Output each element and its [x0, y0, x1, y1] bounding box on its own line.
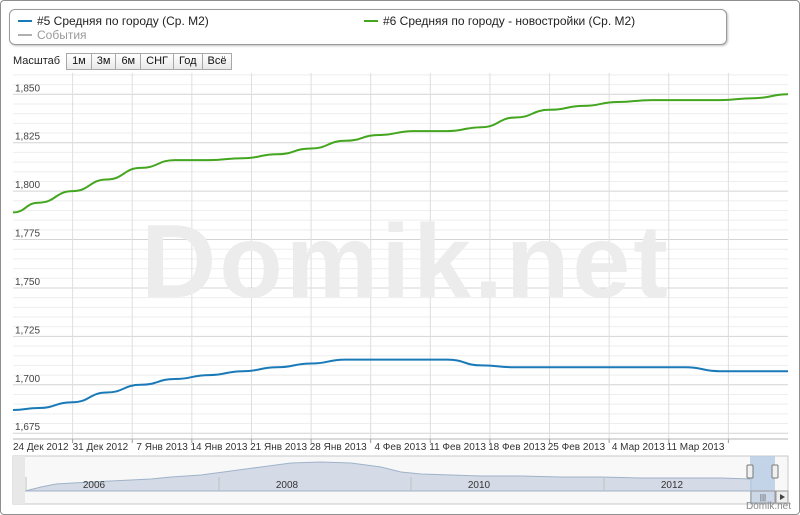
watermark-text: Domik.net	[141, 204, 671, 320]
navigator-handle-right[interactable]	[771, 464, 779, 479]
navigator-series	[24, 461, 752, 492]
x-tick-label: 31 Дек 2012	[73, 442, 129, 453]
y-tick-label: 1,775	[15, 229, 40, 240]
x-tick-label: 11 Фев 2013	[429, 442, 486, 453]
x-axis-labels: 24 Дек 2012 31 Дек 2012 7 Янв 2013 14 Янв 2…	[13, 438, 788, 453]
zoom-selector: Масштаб 1м 3м 6м СНГ Год Всё	[13, 52, 233, 70]
y-axis-labels: 1,675 1,700 1,725 1,750 1,775 1,800 1,825 1,850	[15, 83, 40, 433]
scrollbar-grip-icon: |||	[760, 493, 766, 502]
legend-label-series1: #5 Средняя по городу (Ср. М2)	[37, 14, 209, 28]
navigator-left-mask	[13, 456, 25, 504]
legend-swatch-series1	[18, 20, 32, 22]
legend-label-series2: #6 Средняя по городу - новостройки (Ср. …	[383, 14, 636, 28]
x-tick-label: 21 Янв 2013	[250, 442, 307, 453]
arrow-right-icon	[780, 494, 785, 500]
zoom-button-year[interactable]: Год	[172, 52, 203, 70]
zoom-button-1m[interactable]: 1м	[66, 52, 92, 70]
series-line-1[interactable]	[12, 358, 788, 411]
x-tick-label: 7 Янв 2013	[136, 442, 188, 453]
y-tick-label: 1,850	[15, 83, 40, 94]
y-tick-label: 1,725	[15, 325, 40, 336]
y-tick-label: 1,700	[15, 374, 40, 385]
navigator-year-label: 2010	[468, 480, 491, 491]
zoom-button-6m[interactable]: 6м	[115, 52, 142, 70]
legend-swatch-series2	[364, 20, 378, 22]
navigator-scrollbar-thumb[interactable]	[750, 490, 776, 504]
legend: #5 Средняя по городу (Ср. М2) #6 Средняя…	[9, 9, 727, 45]
credit-text: Domik.net	[745, 501, 791, 512]
y-tick-label: 1,800	[15, 180, 40, 191]
grid-minor	[13, 74, 788, 425]
x-tick-label: 4 Фев 2013	[374, 442, 426, 453]
legend-swatch-events	[18, 34, 32, 36]
navigator-year-labels: 2006 2008 2010 2012	[25, 477, 684, 491]
x-tick-label: 4 Мар 2013	[612, 442, 665, 453]
x-tick-label: 11 Мар 2013	[667, 442, 725, 453]
x-tick-label: 18 Фев 2013	[488, 442, 546, 453]
zoom-button-all[interactable]: Всё	[201, 52, 233, 70]
y-tick-label: 1,675	[15, 422, 40, 433]
navigator-year-label: 2012	[661, 480, 684, 491]
series-line-2[interactable]	[12, 93, 789, 214]
y-tick-label: 1,825	[15, 132, 40, 143]
navigator-year-label: 2006	[83, 480, 106, 491]
legend-item-events[interactable]: События	[18, 28, 87, 42]
x-tick-label: 24 Дек 2012	[13, 442, 69, 453]
navigator-handle-left[interactable]	[746, 464, 754, 479]
x-tick-label: 14 Янв 2013	[190, 442, 247, 453]
x-tick-label: 25 Фев 2013	[548, 442, 606, 453]
y-tick-label: 1,750	[15, 277, 40, 288]
x-tick-label: 28 Янв 2013	[310, 442, 367, 453]
navigator-year-label: 2008	[276, 480, 299, 491]
legend-label-events: События	[37, 28, 87, 42]
zoom-label: Масштаб	[13, 55, 61, 67]
legend-item-series2[interactable]: #6 Средняя по городу - новостройки (Ср. …	[364, 14, 635, 28]
navigator[interactable]: 2006 2008 2010 2012 |||	[12, 455, 789, 505]
zoom-button-ytd[interactable]: СНГ	[140, 52, 174, 70]
legend-item-series1[interactable]: #5 Средняя по городу (Ср. М2)	[18, 14, 209, 28]
series-lines	[12, 93, 789, 411]
